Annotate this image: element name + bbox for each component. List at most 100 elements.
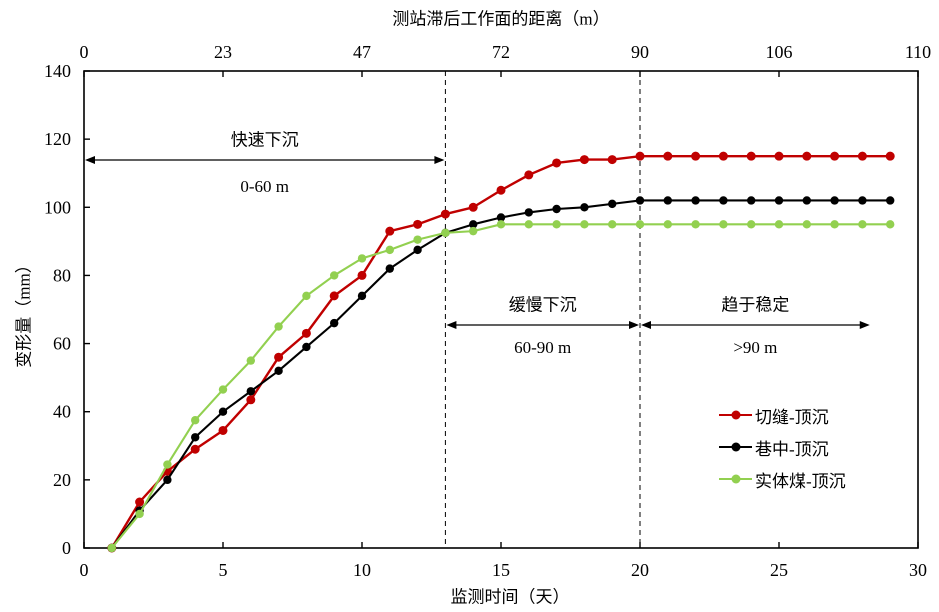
series-point-1: [691, 196, 700, 205]
series-point-1: [552, 204, 561, 214]
series-point-2: [524, 220, 533, 229]
series-point-2: [580, 220, 589, 229]
x-axis-tick-label: 30: [909, 560, 927, 580]
series-point-1: [747, 196, 756, 205]
series-point-0: [524, 170, 534, 180]
series-point-0: [440, 209, 450, 219]
top-axis-tick-label: 90: [631, 42, 649, 62]
series-point-0: [357, 270, 367, 280]
legend-line-marker: [719, 442, 752, 452]
y-axis-tick-label: 120: [44, 129, 71, 149]
series-point-2: [246, 356, 255, 365]
y-axis-title: 变形量（mm）: [14, 256, 34, 368]
series-point-0: [385, 226, 395, 236]
series-point-1: [163, 475, 172, 485]
series-point-0: [802, 151, 812, 161]
legend-dot-icon: [731, 474, 740, 484]
legend-label: 实体煤-顶沉: [755, 471, 846, 491]
series-point-2: [191, 416, 200, 425]
annotation-slow-subsidence: 缓慢下沉: [508, 295, 577, 315]
series-point-0: [774, 151, 784, 161]
series-point-2: [469, 226, 478, 236]
series-point-0: [552, 158, 562, 168]
series-point-0: [746, 151, 756, 161]
series-point-0: [857, 151, 867, 161]
series-point-2: [385, 245, 394, 255]
series-point-2: [135, 509, 144, 519]
series-point-0: [468, 202, 478, 212]
series-point-1: [385, 264, 394, 273]
series-point-2: [608, 220, 617, 229]
series-point-1: [524, 208, 533, 217]
series-point-2: [552, 220, 561, 229]
series-point-2: [691, 220, 700, 229]
series-point-2: [830, 220, 839, 229]
x-axis-tick-label: 0: [80, 560, 89, 580]
series-point-0: [246, 395, 256, 405]
x-axis-tick-label: 10: [353, 560, 371, 580]
series-point-1: [330, 318, 339, 328]
legend-item-hangzhong: 巷中-顶沉: [719, 431, 846, 463]
series-point-2: [274, 322, 283, 331]
series-point-0: [496, 185, 506, 195]
series-point-0: [218, 425, 228, 435]
annotation-stabilizing-range: >90 m: [733, 338, 778, 357]
annotation-slow-subsidence-range: 60-90 m: [514, 338, 572, 357]
series-point-2: [330, 271, 339, 280]
arrowhead-icon: [641, 321, 651, 329]
y-axis-tick-label: 60: [53, 334, 71, 354]
series-point-1: [357, 291, 367, 301]
top-axis-tick-label: 23: [214, 42, 232, 62]
series-point-2: [413, 235, 422, 244]
series-point-1: [496, 213, 506, 222]
top-axis-tick-label: 110: [905, 42, 931, 62]
top-axis-tick-label: 106: [766, 42, 793, 62]
series-point-2: [774, 220, 784, 229]
legend-line-marker: [719, 474, 752, 484]
series-point-1: [663, 196, 672, 205]
x-axis-tick-label: 25: [770, 560, 788, 580]
series-point-1: [608, 199, 617, 209]
legend-item-shitimei: 实体煤-顶沉: [719, 463, 846, 495]
series-point-2: [357, 254, 367, 263]
y-axis-tick-label: 100: [44, 197, 71, 217]
series-point-1: [218, 407, 228, 416]
series-point-0: [718, 151, 728, 161]
series-point-2: [635, 220, 645, 229]
series-point-0: [301, 328, 311, 338]
annotation-fast-subsidence-range: 0-60 m: [240, 177, 290, 196]
x-axis-tick-label: 20: [631, 560, 649, 580]
series-point-2: [163, 460, 172, 469]
series-point-1: [774, 196, 784, 205]
series-line-2: [110, 223, 891, 549]
series-point-0: [691, 151, 701, 161]
series-point-0: [830, 151, 840, 161]
series-line-1: [110, 199, 891, 549]
series-point-2: [719, 220, 728, 229]
legend-label: 巷中-顶沉: [755, 439, 829, 459]
legend-line-marker: [719, 410, 752, 420]
series-point-1: [191, 433, 200, 442]
y-axis-tick-label: 20: [53, 470, 71, 490]
series-point-1: [802, 196, 811, 205]
series-point-0: [329, 291, 339, 301]
top-axis-tick-label: 0: [80, 42, 89, 62]
series-point-0: [274, 352, 284, 362]
series-point-2: [858, 220, 867, 229]
x-axis-tick-label: 15: [492, 560, 510, 580]
legend-dot-icon: [731, 442, 740, 452]
series-point-0: [413, 219, 423, 229]
series-point-0: [135, 497, 145, 507]
arrowhead-icon: [434, 156, 445, 164]
y-axis-tick-label: 40: [53, 402, 71, 422]
y-axis-tick-label: 0: [62, 538, 71, 558]
series-point-0: [663, 151, 673, 161]
x-axis-title: 监测时间（天）: [450, 587, 570, 607]
series-point-2: [663, 220, 672, 229]
arrowhead-icon: [629, 321, 639, 329]
series-point-0: [607, 155, 617, 165]
series-point-1: [302, 342, 311, 352]
series-point-1: [830, 196, 839, 205]
